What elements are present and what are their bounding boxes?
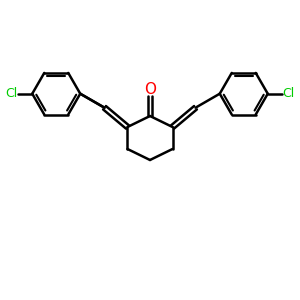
Text: O: O <box>144 82 156 97</box>
Text: Cl: Cl <box>5 87 17 100</box>
Text: Cl: Cl <box>283 87 295 100</box>
